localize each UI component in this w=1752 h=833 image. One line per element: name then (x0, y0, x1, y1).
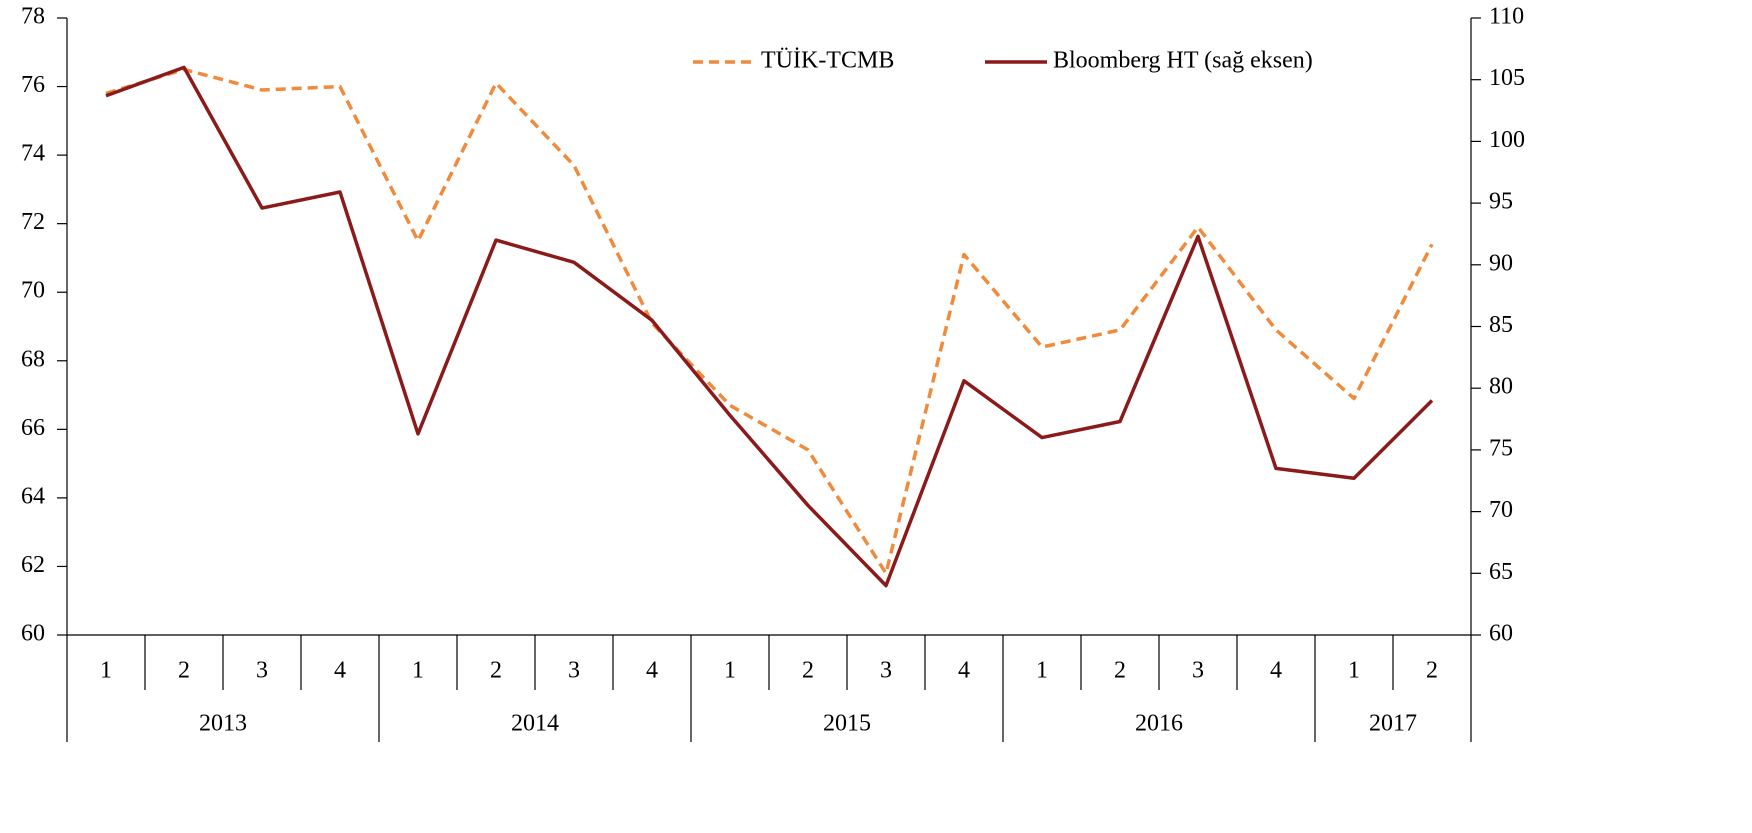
x-tick-label: 1 (100, 658, 112, 684)
x-tick-label: 4 (334, 658, 346, 684)
x-tick-label: 4 (1270, 658, 1282, 684)
y2-tick-label: 85 (1489, 312, 1513, 338)
legend-label: Bloomberg HT (sağ eksen) (1053, 48, 1313, 74)
x-tick-label: 1 (1036, 658, 1048, 684)
y-tick-label: 78 (21, 4, 45, 30)
y-tick-label: 64 (21, 483, 45, 509)
y-tick-label: 60 (21, 621, 45, 647)
y2-tick-label: 80 (1489, 374, 1513, 400)
y2-tick-label: 90 (1489, 250, 1513, 276)
series-line (105, 67, 1434, 576)
x-tick-label: 2 (490, 658, 502, 684)
year-label: 2013 (199, 711, 247, 737)
x-tick-label: 2 (178, 658, 190, 684)
x-tick-label: 2 (1426, 658, 1438, 684)
year-label: 2015 (823, 711, 871, 737)
y-tick-label: 76 (21, 72, 45, 98)
x-tick-label: 3 (880, 658, 892, 684)
y2-tick-label: 75 (1489, 435, 1513, 461)
y-tick-label: 74 (21, 141, 45, 167)
y2-tick-label: 70 (1489, 497, 1513, 523)
y2-tick-label: 105 (1489, 65, 1525, 91)
x-tick-label: 1 (724, 658, 736, 684)
x-tick-label: 4 (958, 658, 970, 684)
y2-tick-label: 60 (1489, 621, 1513, 647)
x-tick-label: 3 (1192, 658, 1204, 684)
x-tick-label: 3 (256, 658, 268, 684)
x-tick-label: 1 (1348, 658, 1360, 684)
x-tick-label: 3 (568, 658, 580, 684)
y-tick-label: 62 (21, 552, 45, 578)
year-label: 2014 (511, 711, 559, 737)
y2-tick-label: 95 (1489, 189, 1513, 215)
y-tick-label: 72 (21, 209, 45, 235)
x-tick-label: 2 (802, 658, 814, 684)
y2-tick-label: 110 (1489, 4, 1524, 30)
y-tick-label: 70 (21, 278, 45, 304)
x-tick-label: 2 (1114, 658, 1126, 684)
legend-label: TÜİK-TCMB (761, 48, 894, 74)
y-tick-label: 68 (21, 346, 45, 372)
y2-tick-label: 65 (1489, 559, 1513, 585)
series-line (105, 65, 1434, 588)
x-tick-label: 1 (412, 658, 424, 684)
x-tick-label: 4 (646, 658, 658, 684)
year-label: 2017 (1369, 711, 1417, 737)
year-label: 2016 (1135, 711, 1183, 737)
y2-tick-label: 100 (1489, 127, 1525, 153)
y-tick-label: 66 (21, 415, 45, 441)
